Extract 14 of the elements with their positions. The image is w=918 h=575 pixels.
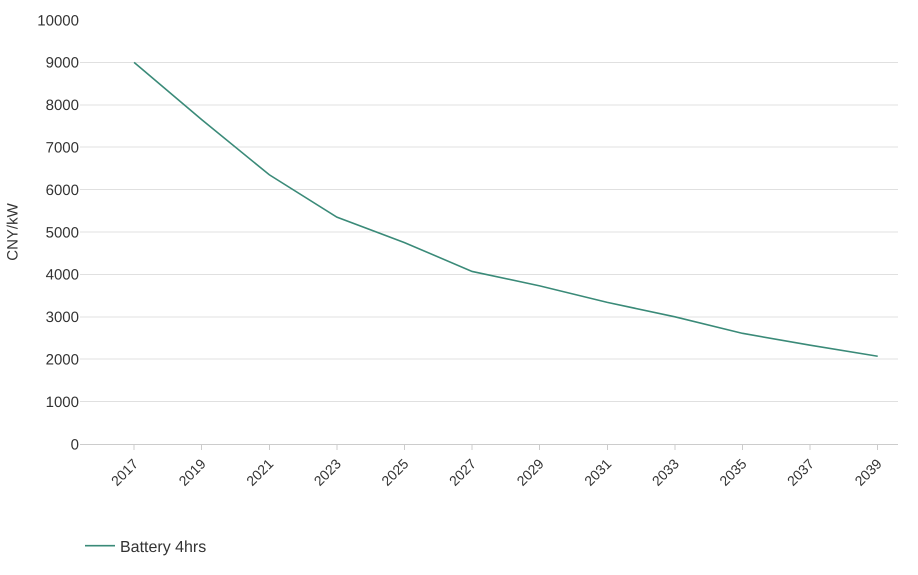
y-tick-label: 6000 xyxy=(46,182,79,199)
y-tick-label: 10000 xyxy=(37,12,79,30)
y-tick-label: 4000 xyxy=(46,266,79,284)
y-tick-label: 7000 xyxy=(46,139,79,156)
y-tick-label: 8000 xyxy=(46,97,79,114)
y-tick-label: 0 xyxy=(70,436,79,454)
y-tick-label: 1000 xyxy=(46,394,79,411)
y-tick-label: 5000 xyxy=(46,224,79,242)
y-tick-label: 3000 xyxy=(46,309,79,326)
y-tick-label: 2000 xyxy=(46,351,79,368)
line-series xyxy=(133,62,879,358)
y-tick-label: 9000 xyxy=(46,54,79,72)
y-axis-title: CNY/kW xyxy=(4,202,22,261)
legend-label: Battery 4hrs xyxy=(120,538,206,556)
